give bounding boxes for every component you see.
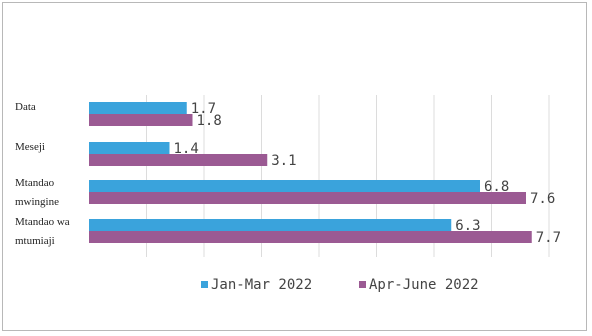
category-label: mtumiaji <box>15 235 55 247</box>
bar <box>89 142 170 154</box>
category-labels: Data Meseji Mtandao mwingine Mtandao wa mtumi… <box>15 101 70 247</box>
data-label: 1.8 <box>197 113 222 129</box>
legend-swatch <box>201 281 208 288</box>
legend-label: Jan-Mar 2022 <box>211 277 312 293</box>
bar <box>89 192 526 204</box>
value-labels: 1.7 1.4 6.8 6.3 1.8 3.1 7.6 7.7 <box>174 101 562 246</box>
bars <box>89 102 532 243</box>
bar <box>89 219 452 231</box>
bar <box>89 102 187 114</box>
category-label: Mtandao wa <box>15 216 70 228</box>
data-label: 6.3 <box>455 218 480 234</box>
bar <box>89 231 532 243</box>
data-label: 7.6 <box>530 191 555 207</box>
legend-swatch <box>359 281 366 288</box>
legend-label: Apr-June 2022 <box>369 277 479 293</box>
chart-frame: 1.7 1.4 6.8 6.3 1.8 3.1 7.6 7.7 Data Meseji Mtand… <box>2 2 587 331</box>
category-label: Meseji <box>15 141 45 153</box>
data-label: 6.8 <box>484 179 509 195</box>
data-label: 1.7 <box>191 101 216 117</box>
category-label: Mtandao <box>15 177 55 189</box>
gridlines <box>146 95 550 257</box>
data-label: 1.4 <box>174 141 199 157</box>
category-label: mwingine <box>15 196 59 208</box>
bar <box>89 180 480 192</box>
data-label: 7.7 <box>536 230 561 246</box>
data-label: 3.1 <box>271 153 296 169</box>
bar <box>89 114 193 126</box>
category-label: Data <box>15 101 36 113</box>
bar-chart: 1.7 1.4 6.8 6.3 1.8 3.1 7.6 7.7 Data Meseji Mtand… <box>15 95 562 293</box>
legend: Jan-Mar 2022 Apr-June 2022 <box>201 277 479 293</box>
bar <box>89 154 268 166</box>
